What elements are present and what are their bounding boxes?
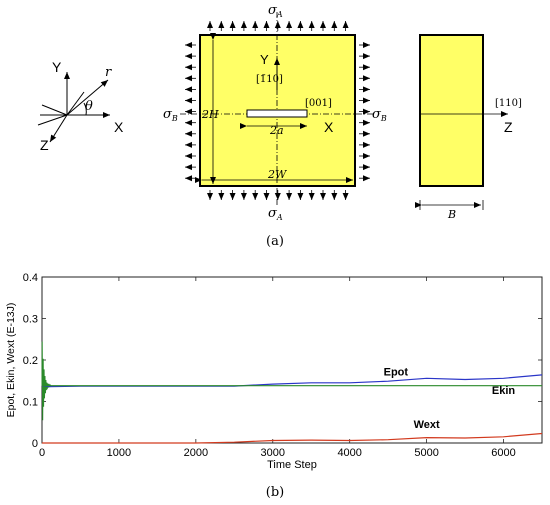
y-tick-label: 0 [32, 438, 38, 450]
series-label-epot: Epot [384, 366, 409, 378]
energy-chart: 0 1000 2000 3000 4000 5000 6000 0 0.1 0.2 0.3 0.4 Ti… [5, 272, 543, 471]
x-tick-label: 1000 [107, 447, 131, 459]
sigma-b-left: σB [163, 107, 178, 123]
y-tick-label: 0.4 [23, 272, 38, 284]
side-plate [419, 34, 484, 187]
series-label-ekin: Ekin [492, 385, 516, 397]
right-traction-arrows [359, 42, 370, 182]
plate-x-label: X [324, 119, 334, 135]
y-axis-back [66, 91, 85, 116]
panel-b: 0 1000 2000 3000 4000 5000 6000 0 0.1 0.2 0.3 0.4 Ti… [5, 272, 543, 500]
x-axis-label: Time Step [267, 459, 317, 471]
y-tick-label: 0.1 [23, 397, 38, 409]
series-label-wext: Wext [414, 419, 440, 431]
theta-arc [83, 102, 87, 116]
panel-a: Y X Z r θ σA σA σB σB Y [1̄10] [001] X 2… [37, 3, 522, 249]
height-label: 2H [201, 108, 219, 121]
x-tick-label: 4000 [337, 447, 361, 459]
top-traction-arrows [207, 21, 349, 31]
dir-y-label: [1̄10] [256, 74, 283, 85]
sigma-b-right: σB [372, 107, 387, 123]
coord-y-label: Y [52, 59, 62, 75]
crack-icon [246, 109, 308, 118]
plot-area [41, 276, 543, 444]
z-axis-line [49, 114, 68, 143]
width-label: 2W [267, 168, 288, 181]
x-tick-label: 3000 [261, 447, 285, 459]
y-tick-label: 0.2 [23, 355, 38, 367]
x-tick-label: 5000 [414, 447, 438, 459]
plate-y-label: Y [260, 52, 269, 67]
coord-z-label: Z [40, 137, 49, 153]
y-tick-label: 0.3 [23, 314, 38, 326]
y-axis-label: Epot, Ekin, Wext (E-13J) [5, 303, 17, 418]
coord-r-label: r [105, 65, 112, 80]
left-traction-arrows [185, 42, 196, 182]
coordinate-system [37, 72, 110, 143]
bottom-traction-arrows [207, 190, 349, 200]
r-vector-line [66, 79, 109, 116]
caption-b: (b) [266, 485, 284, 500]
coord-theta-label: θ [85, 99, 93, 114]
thickness-label: B [447, 208, 456, 221]
x-tick-label: 2000 [184, 447, 208, 459]
dir-z-label: [110] [495, 98, 522, 109]
aux-line-2 [41, 104, 68, 116]
x-tick-label: 0 [39, 447, 45, 459]
series-line-wext [42, 432, 543, 444]
aux-line [37, 114, 68, 126]
coord-x-label: X [114, 119, 124, 135]
sigma-a-top: σA [268, 3, 283, 19]
dir-x-label: [001] [305, 98, 332, 109]
crack-length-label: 2a [269, 124, 284, 137]
x-tick-label: 6000 [491, 447, 515, 459]
side-z-label: Z [504, 119, 513, 135]
sigma-a-bottom: σA [268, 206, 283, 222]
caption-a: (a) [266, 234, 284, 249]
